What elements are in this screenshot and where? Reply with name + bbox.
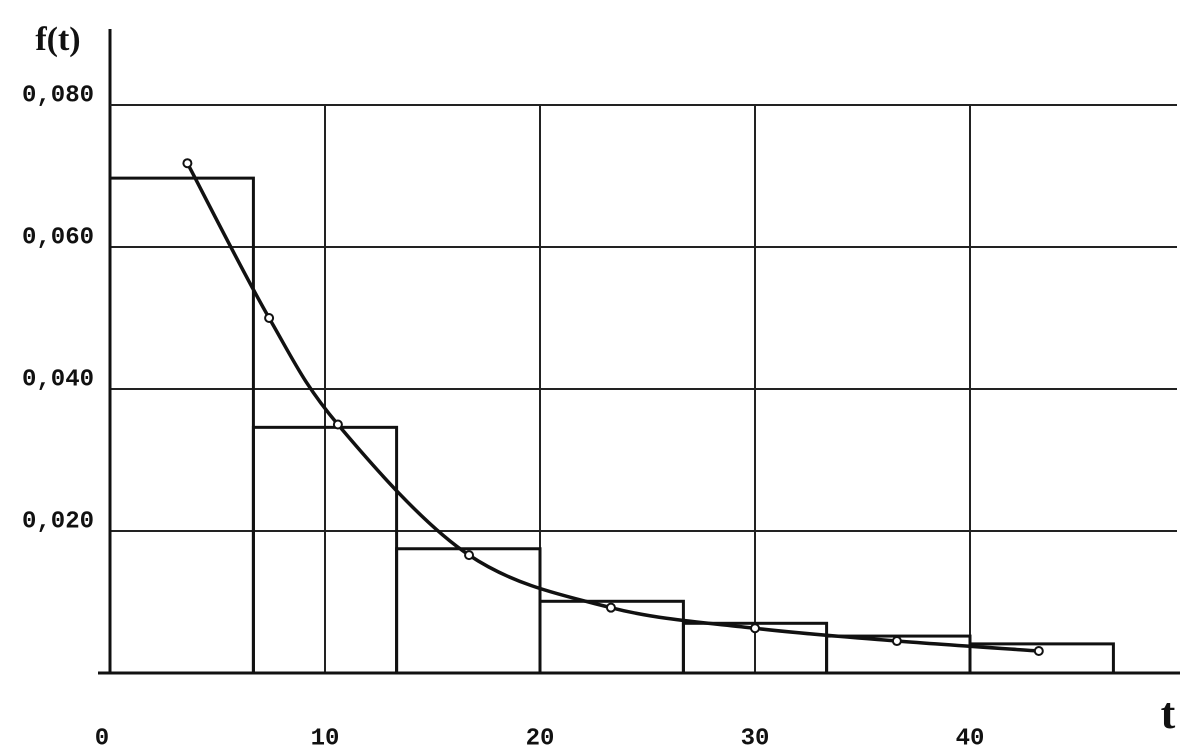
x-tick-label: 0 xyxy=(95,725,109,752)
curve-point xyxy=(182,158,193,169)
y-tick-label: 0,040 xyxy=(22,366,94,393)
histogram-bar xyxy=(968,642,1115,675)
curve-point xyxy=(332,419,343,430)
histogram-bar xyxy=(108,176,255,675)
x-tick-label: 20 xyxy=(526,725,555,752)
x-axis-label: t xyxy=(1161,689,1176,738)
curve-point xyxy=(605,602,616,613)
histogram-bar xyxy=(395,547,542,675)
curve-point xyxy=(264,313,275,323)
curve-point xyxy=(750,623,760,634)
x-tick-label: 40 xyxy=(956,725,985,752)
curve-point xyxy=(1033,645,1044,656)
x-tick-label: 30 xyxy=(741,725,770,752)
density-curve xyxy=(185,162,1039,653)
x-tick-label: 10 xyxy=(311,725,340,752)
y-axis-label: f(t) xyxy=(35,21,80,58)
curve-point xyxy=(464,550,475,561)
y-tick-label: 0,060 xyxy=(22,224,94,251)
y-tick-label: 0,020 xyxy=(22,508,94,535)
curve-point xyxy=(891,636,902,647)
y-tick-label: 0,080 xyxy=(22,82,94,109)
